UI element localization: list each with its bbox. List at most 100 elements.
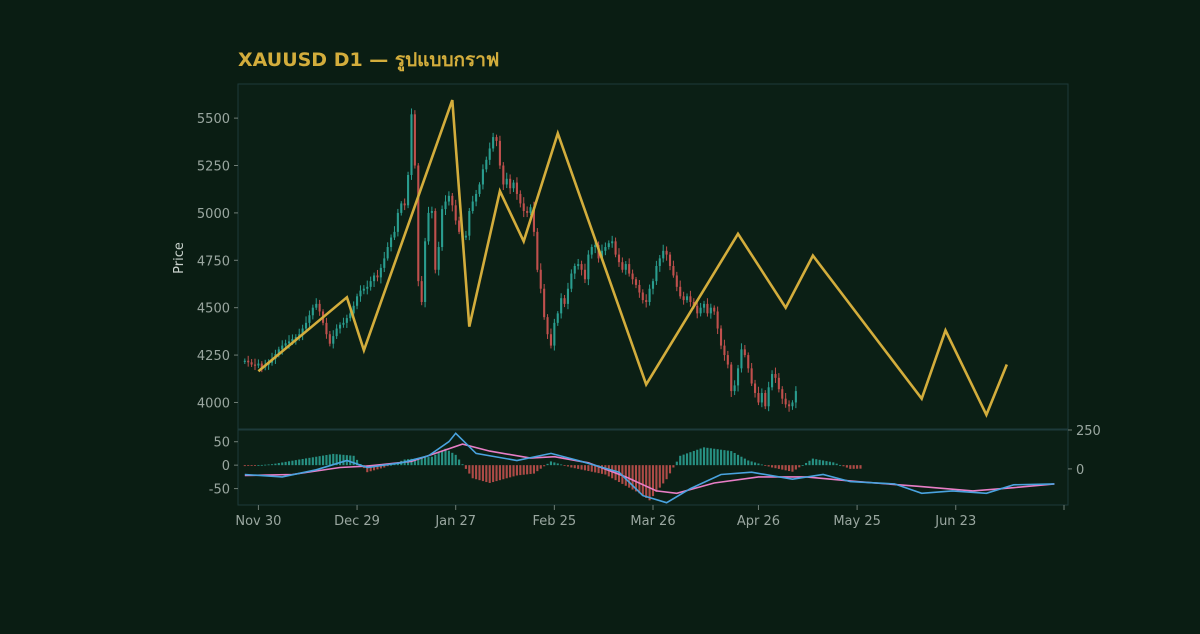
candle-body	[560, 298, 563, 314]
candle-body	[641, 292, 644, 301]
candle-body	[338, 324, 342, 329]
candle-body	[390, 237, 393, 248]
candle-body	[617, 254, 621, 263]
macd-histogram-bar	[709, 448, 712, 466]
candle-body	[444, 201, 447, 210]
macd-histogram-bar	[532, 465, 535, 474]
macd-histogram-bar	[774, 465, 777, 469]
candle-body	[577, 264, 580, 266]
date-tick-label: Apr 26	[737, 514, 780, 529]
candle-body	[709, 307, 712, 314]
candle-body	[621, 262, 624, 270]
date-tick-label: Dec 29	[334, 514, 380, 529]
macd-histogram-bar	[291, 460, 294, 466]
candle-body	[369, 281, 372, 287]
macd-histogram-bar	[587, 465, 590, 472]
macd-histogram-bar	[498, 465, 501, 481]
candle-body	[434, 211, 437, 270]
macd-histogram-bar	[597, 465, 600, 474]
candle-body	[529, 207, 532, 213]
candle-body	[281, 345, 284, 350]
candle-body	[668, 254, 672, 266]
candle-body	[767, 387, 770, 407]
candle-body	[764, 392, 767, 407]
macd-histogram-bar	[386, 465, 389, 467]
candle-body	[342, 322, 345, 325]
candle-body	[607, 243, 610, 248]
macd-histogram-bar	[764, 465, 767, 466]
macd-histogram-bar	[713, 448, 716, 466]
candle-body	[631, 273, 634, 280]
macd-histogram-bar	[430, 456, 433, 466]
macd-histogram-bar	[267, 464, 270, 466]
macd-histogram-bar	[815, 459, 818, 466]
macd-histogram-bar	[270, 464, 274, 466]
candle-body	[413, 114, 416, 166]
macd-histogram-bar	[260, 464, 263, 466]
macd-histogram-bar	[539, 465, 542, 469]
date-tick-label: Jun 23	[934, 514, 976, 529]
candle-body	[706, 303, 709, 314]
macd-histogram-bar	[509, 465, 512, 478]
macd-histogram-bar	[522, 465, 525, 475]
macd-histogram-bar	[645, 465, 648, 498]
macd-histogram-bar	[600, 465, 604, 474]
candle-body	[604, 247, 607, 251]
macd-histogram-bar	[563, 465, 566, 466]
price-tick-label: 5000	[197, 207, 230, 222]
macd-histogram-bar	[628, 465, 631, 488]
price-tick-label: 5500	[197, 112, 230, 127]
candle-body	[702, 303, 706, 308]
macd-histogram-bar	[849, 465, 852, 469]
candle-body	[777, 377, 780, 390]
candle-body	[512, 182, 515, 189]
macd-histogram-bar	[427, 457, 430, 466]
candle-body	[774, 374, 777, 378]
macd-histogram-bar	[859, 465, 862, 469]
macd-histogram-bar	[794, 465, 797, 470]
macd-histogram-bar	[682, 454, 685, 466]
macd-histogram-bar	[298, 459, 301, 466]
macd-histogram-bar	[828, 461, 831, 466]
candle-body	[784, 398, 787, 405]
candle-body	[352, 305, 355, 314]
macd-histogram-bar	[338, 454, 342, 466]
macd-histogram-bar	[481, 465, 484, 482]
macd-histogram-bar	[655, 465, 658, 492]
candle-body	[553, 322, 556, 346]
macd-histogram-bar	[488, 465, 491, 483]
price-tick-label: 4000	[197, 396, 230, 411]
macd-histogram-bar	[668, 465, 672, 474]
candle-body	[536, 231, 539, 270]
macd-histogram-bar	[583, 465, 587, 471]
price-tick-label: 5250	[197, 160, 230, 175]
candle-body	[672, 265, 675, 276]
macd-histogram-bar	[315, 456, 318, 466]
macd-histogram-bar	[321, 455, 325, 466]
macd-histogram-bar	[526, 465, 529, 475]
macd-histogram-bar	[335, 454, 338, 466]
macd-histogram-bar	[529, 465, 532, 474]
macd-histogram-bar	[839, 464, 842, 466]
macd-histogram-bar	[822, 460, 825, 466]
candle-body	[794, 391, 797, 403]
macd-histogram-bar	[706, 447, 709, 466]
macd-histogram-bar	[556, 463, 559, 466]
date-tick-label: Nov 30	[235, 514, 281, 529]
macd-histogram-bar	[274, 463, 277, 466]
macd-histogram-bar	[675, 461, 678, 466]
candle-body	[253, 364, 257, 366]
macd-histogram-bar	[594, 465, 597, 473]
candle-body	[430, 211, 433, 213]
macd-histogram-bar	[733, 452, 736, 466]
candle-body	[478, 184, 481, 194]
macd-histogram-bar	[658, 465, 661, 488]
candle-body	[427, 212, 430, 242]
candle-body	[291, 338, 294, 342]
candle-body	[522, 203, 525, 212]
candle-body	[420, 281, 423, 302]
macd-histogram-bar	[441, 450, 444, 466]
macd-line	[244, 432, 1055, 504]
candle-body	[386, 247, 389, 259]
candle-body	[454, 205, 457, 221]
